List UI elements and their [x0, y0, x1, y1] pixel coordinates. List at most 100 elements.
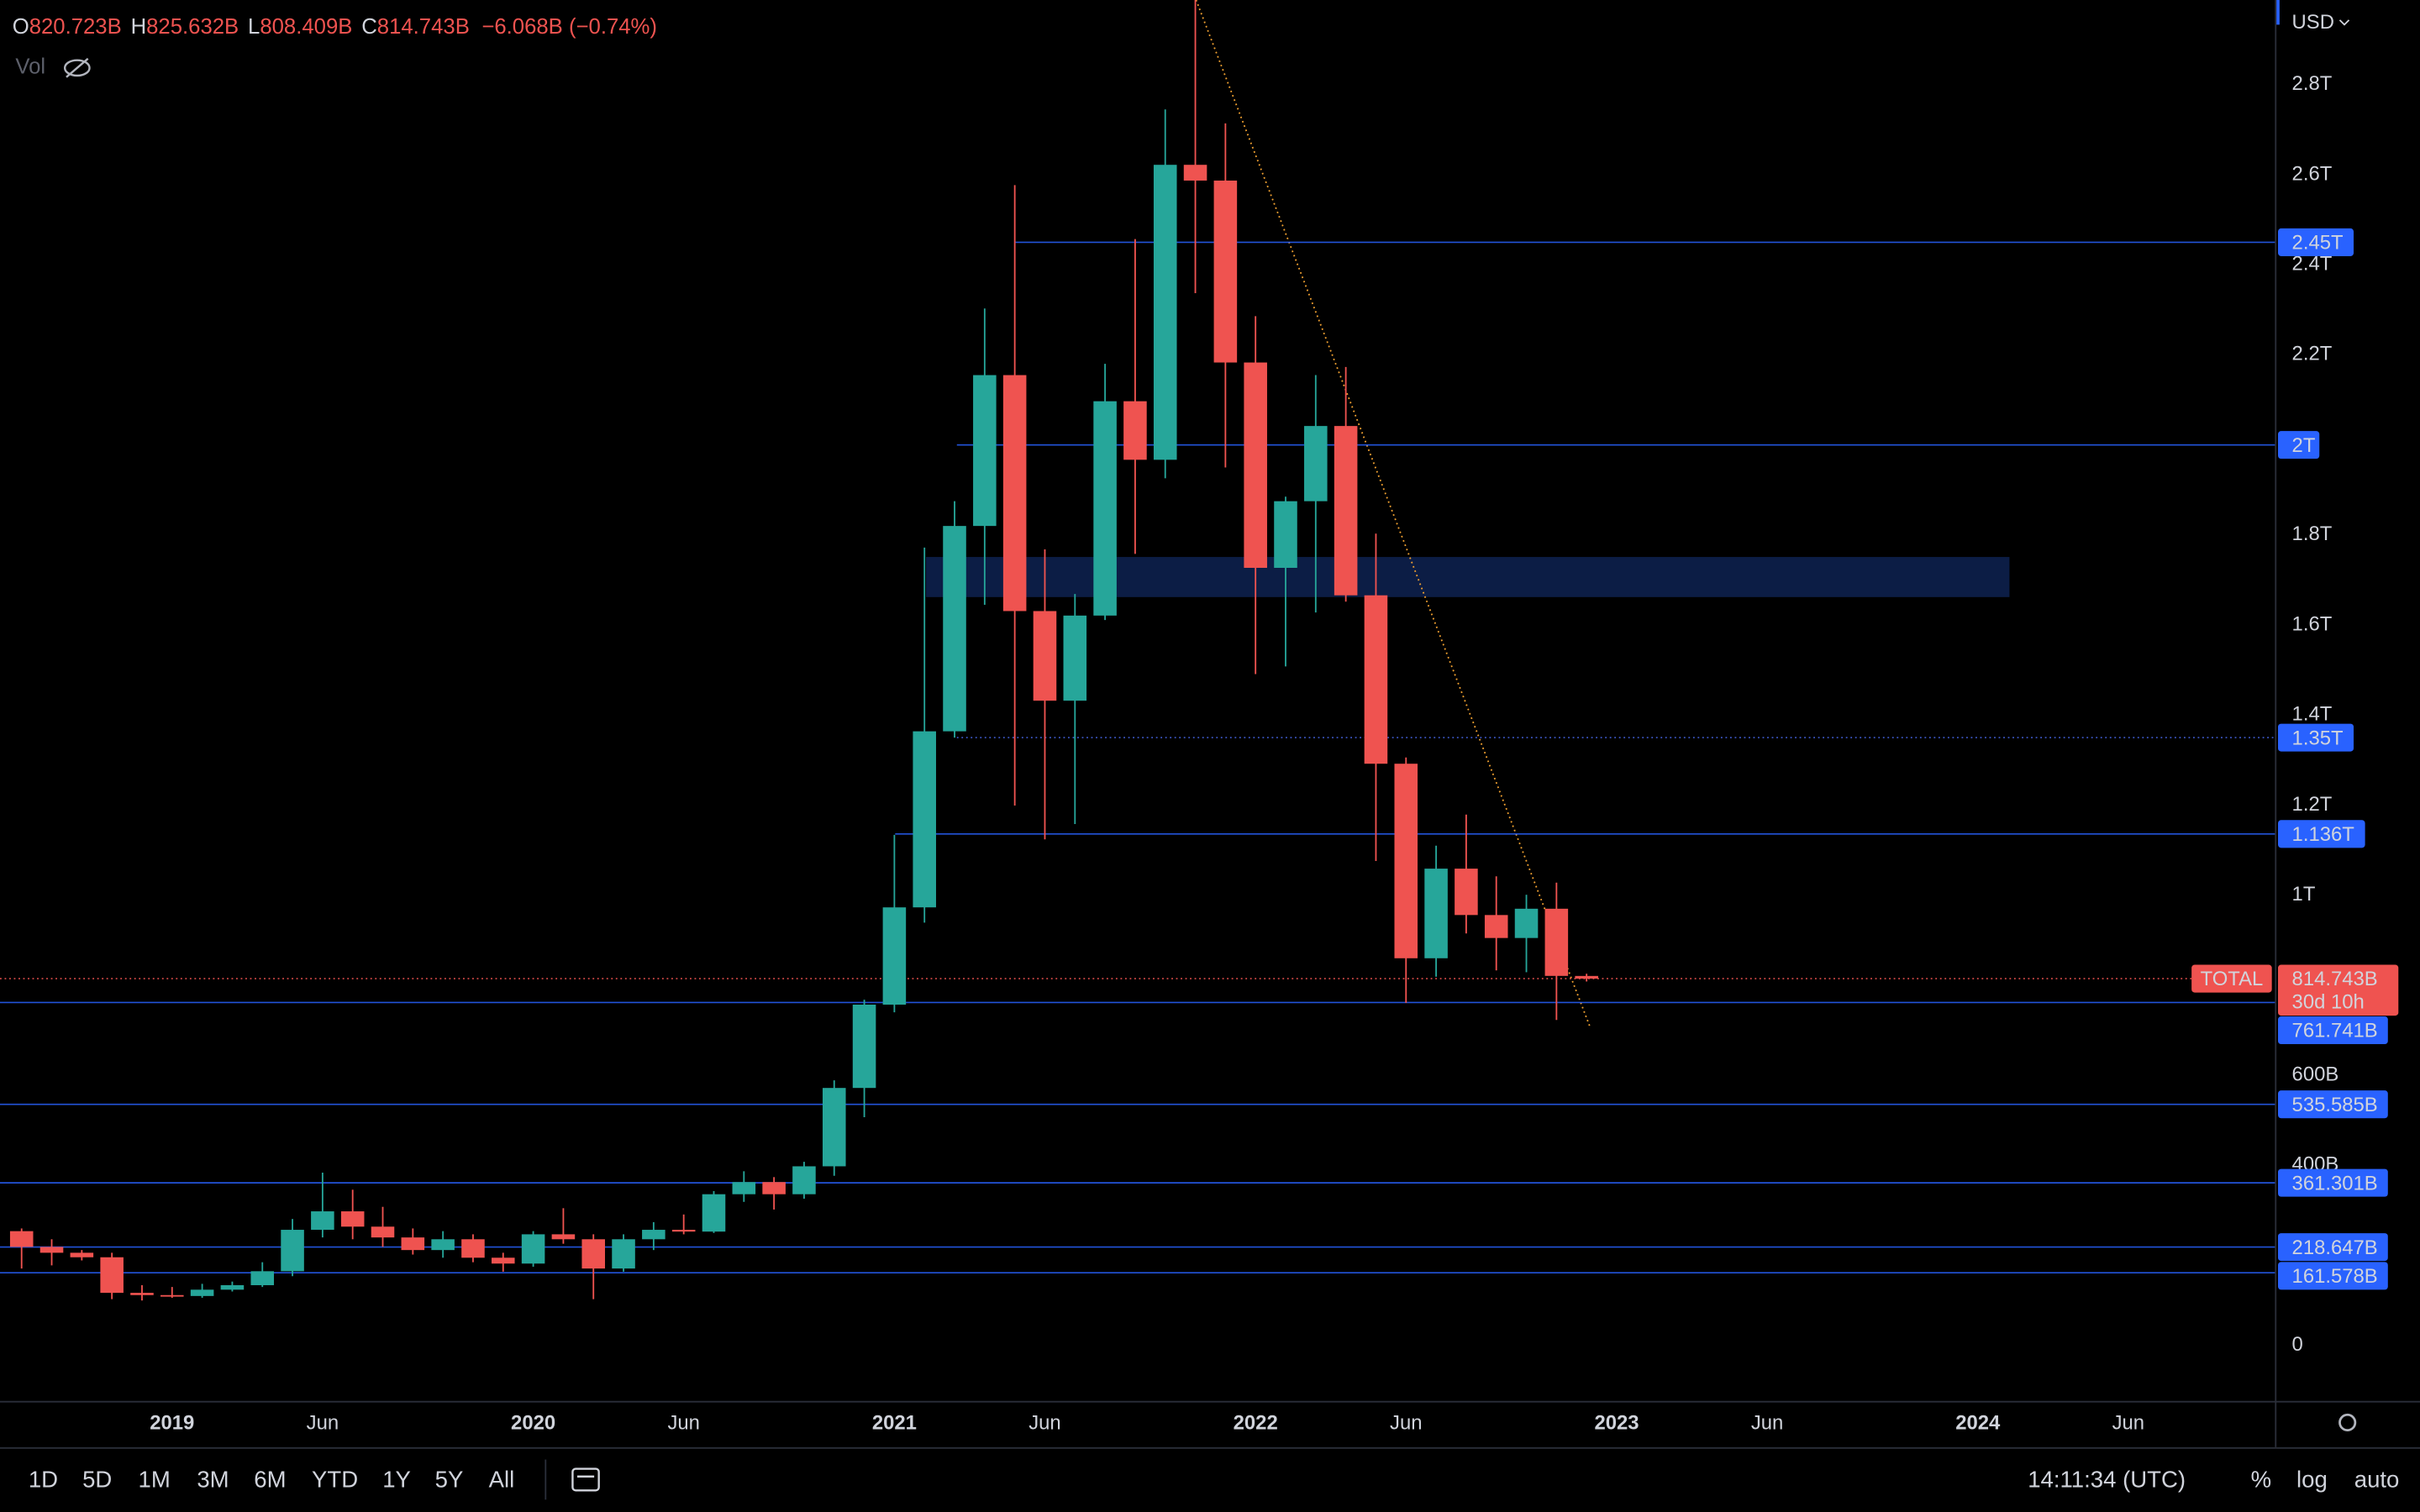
x-tick-label: 2020 — [511, 1412, 555, 1435]
candle-body — [1514, 908, 1539, 938]
candle-body — [1455, 869, 1478, 916]
settings-icon[interactable] — [2338, 1413, 2357, 1432]
candle-body — [340, 1211, 365, 1227]
legend-value: 814.743B — [377, 15, 470, 39]
range-button[interactable]: 5Y — [435, 1467, 464, 1493]
candle-body — [973, 375, 997, 527]
legend-change: −6.068B (−0.74%) — [481, 15, 657, 39]
x-tick-label: Jun — [1751, 1412, 1783, 1435]
candle-body — [9, 1231, 34, 1247]
legend-key: O — [13, 15, 29, 39]
option-button[interactable]: auto — [2354, 1467, 2400, 1493]
calendar-icon[interactable] — [571, 1467, 600, 1492]
range-button[interactable]: YTD — [312, 1467, 358, 1493]
legend-key: H — [131, 15, 147, 39]
candle-body — [1304, 426, 1328, 501]
y-tick-label: 1.2T — [2292, 793, 2333, 816]
level-label: 1.136T — [2292, 823, 2355, 846]
option-button[interactable]: % — [2251, 1467, 2272, 1493]
candle-body — [1274, 501, 1297, 569]
level-label: 761.741B — [2292, 1020, 2378, 1042]
y-tick-label: 600B — [2292, 1063, 2339, 1085]
candle-body — [521, 1234, 545, 1264]
x-tick-label: 2023 — [1594, 1412, 1639, 1435]
candle-body — [130, 1293, 154, 1295]
level-label-box — [2278, 820, 2365, 848]
candle-body — [671, 1230, 696, 1232]
level-label: 2.45T — [2292, 232, 2344, 255]
candle-body — [1033, 611, 1057, 701]
hide-icon[interactable] — [63, 57, 91, 78]
candle-body — [401, 1237, 425, 1251]
y-tick-label: 0 — [2292, 1333, 2303, 1356]
eye-icon — [63, 59, 91, 77]
candle-body — [39, 1247, 64, 1253]
candle-body — [852, 1005, 876, 1089]
y-tick-label: 1.4T — [2292, 703, 2333, 726]
level-label-box — [2278, 228, 2354, 256]
candle-body — [1394, 764, 1418, 958]
level-label: 218.647B — [2292, 1236, 2378, 1259]
candle-body — [1544, 908, 1569, 976]
candle-body — [431, 1239, 455, 1251]
candle-body — [1183, 165, 1207, 181]
candle-body — [311, 1211, 334, 1231]
level-label: 1.35T — [2292, 727, 2344, 749]
range-button[interactable]: 5D — [82, 1467, 112, 1493]
candle-body — [371, 1226, 395, 1238]
level-label-box — [2278, 1168, 2388, 1197]
gear — [2338, 1413, 2357, 1432]
range-button[interactable]: 3M — [197, 1467, 229, 1493]
candle-body — [732, 1182, 756, 1194]
candle-body — [1334, 426, 1358, 596]
candle-body — [220, 1284, 245, 1290]
level-label: 361.301B — [2292, 1172, 2378, 1194]
level-label-box — [2278, 1262, 2388, 1290]
candle-body — [461, 1239, 485, 1258]
x-tick-label: Jun — [307, 1412, 339, 1435]
level-label-box — [2278, 723, 2354, 752]
x-tick-label: 2022 — [1234, 1412, 1278, 1435]
clock: 14:11:34 (UTC) — [2028, 1467, 2186, 1493]
candle-body — [1153, 165, 1177, 460]
candle-body — [492, 1257, 515, 1264]
y-tick-label: 2.2T — [2292, 343, 2333, 365]
candle-body — [281, 1230, 304, 1272]
currency-label[interactable]: USD — [2292, 11, 2334, 34]
candle-body — [551, 1234, 576, 1240]
candle-body — [100, 1257, 124, 1294]
y-tick-label: 2.4T — [2292, 253, 2333, 276]
dropdown-arrow — [2338, 19, 2350, 26]
range-button[interactable]: 1D — [29, 1467, 58, 1493]
range-button[interactable]: 6M — [254, 1467, 286, 1493]
level-label: 2T — [2292, 434, 2316, 457]
option-button[interactable]: log — [2296, 1467, 2328, 1493]
x-tick-label: 2019 — [150, 1412, 194, 1435]
candle-body — [1213, 180, 1238, 363]
y-tick-label: 2.8T — [2292, 72, 2333, 95]
level-label-box — [2278, 431, 2320, 459]
volume-label[interactable]: Vol — [15, 55, 45, 79]
level-label-box — [2278, 1016, 2388, 1045]
legend-value: 820.723B — [29, 15, 122, 39]
last-price-box — [2278, 964, 2399, 1016]
candle-body — [762, 1182, 786, 1194]
y-tick-label: 2.6T — [2292, 162, 2333, 185]
candle-body — [702, 1194, 726, 1232]
y-tick-label: 1T — [2292, 883, 2316, 906]
candle-body — [250, 1271, 275, 1285]
range-button[interactable]: 1Y — [382, 1467, 411, 1493]
candle-body — [612, 1239, 635, 1269]
zone — [926, 557, 2010, 597]
candle-body — [913, 731, 936, 908]
candle-body — [1484, 915, 1508, 938]
candle-body — [1424, 869, 1448, 958]
range-button[interactable]: 1M — [139, 1467, 171, 1493]
symbol-box — [2191, 964, 2272, 993]
y-tick-label: 1.6T — [2292, 612, 2333, 635]
range-button[interactable]: All — [489, 1467, 515, 1493]
candles — [9, 0, 1598, 1301]
